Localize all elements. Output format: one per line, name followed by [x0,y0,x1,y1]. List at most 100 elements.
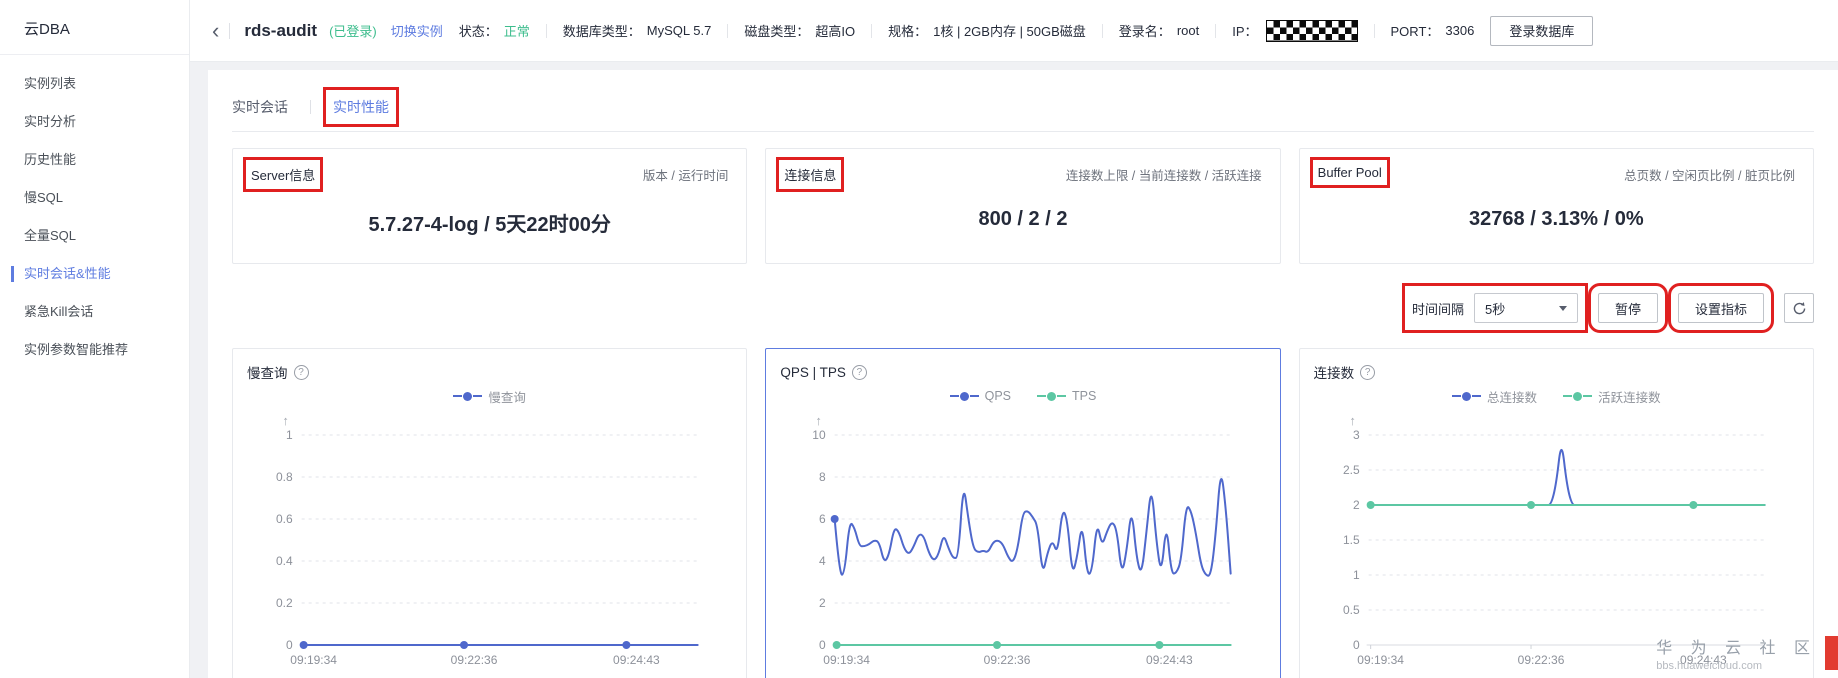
pause-button[interactable]: 暂停 [1587,283,1668,333]
info-card-title: Buffer Pool [1309,157,1390,188]
legend-item-慢查询[interactable]: 慢查询 [453,387,526,406]
chart-card-0[interactable]: 慢查询? 慢查询 ↑ 1 0.8 0.6 0.4 0.2 0 09:19:34 09:22:36 09… [232,348,748,678]
svg-text:09:22:36: 09:22:36 [451,653,498,667]
svg-text:2.5: 2.5 [1343,463,1360,477]
chart-card-2[interactable]: 连接数? 总连接数 活跃连接数 ↑ 3 2.5 2 1.5 1 0.5 0 09:19:34 09:22… [1298,348,1814,678]
refresh-button[interactable] [1784,293,1814,323]
svg-text:0.8: 0.8 [276,470,293,484]
legend-dot [959,391,969,401]
sidebar-item-3[interactable]: 慢SQL [24,190,64,205]
interval-group: 时间间隔 5秒 [1401,283,1588,333]
set-metrics-button[interactable]: 设置指标 [1667,283,1775,333]
legend-item-活跃连接数[interactable]: 活跃连接数 [1563,387,1661,406]
tab-1[interactable]: 实时性能 [323,86,399,127]
separator [1215,23,1217,38]
legend-line [1452,395,1462,397]
interval-value: 5秒 [1484,301,1506,317]
interval-select[interactable]: 5秒 [1473,293,1578,323]
svg-text:09:22:36: 09:22:36 [1517,653,1564,667]
svg-text:09:19:34: 09:19:34 [290,653,337,667]
svg-text:0.6: 0.6 [276,512,293,526]
legend-line [969,395,979,397]
login-status-badge: (已登录) [329,24,377,39]
chart-head: QPS | TPS? [780,363,1265,381]
chart-legend: 慢查询 [247,387,732,405]
main-background: 实时会话 实时性能 Server信息 版本 / 运行时间 5.7.27-4-log /… [190,62,1838,678]
legend-item-总连接数[interactable]: 总连接数 [1452,387,1537,406]
svg-text:4: 4 [819,554,826,568]
header-divider [229,22,231,39]
separator [1101,23,1103,38]
info-card-metric-label: 版本 / 运行时间 [642,169,729,183]
refresh-icon [1793,301,1805,314]
info-card-head: 连接信息 连接数上限 / 当前连接数 / 活跃连接 [776,157,1262,192]
svg-text:0: 0 [819,638,826,652]
info-card-value: 800 / 2 / 2 [978,208,1068,230]
legend-line [1037,395,1047,397]
svg-text:0.4: 0.4 [276,554,293,568]
watermark-logo [1825,636,1838,670]
svg-text:↑: ↑ [816,413,823,428]
info-card-title: Server信息 [242,157,324,192]
status-label: 状态： [458,24,498,39]
sidebar-item-4[interactable]: 全量SQL [24,228,77,243]
svg-text:0: 0 [286,638,293,652]
svg-text:8: 8 [819,470,826,484]
info-card-metric-label: 总页数 / 空闲页比例 / 脏页比例 [1624,169,1795,183]
back-icon[interactable]: ‹ [212,17,220,43]
tab-separator [310,99,311,114]
legend-dot [463,391,473,401]
interval-label: 时间间隔 [1411,301,1464,317]
legend-dot [1047,391,1057,401]
watermark-title: 华 为 云 社 区 [1656,640,1817,657]
port-label: PORT： [1390,24,1440,39]
help-icon[interactable]: ? [1360,364,1376,380]
svg-text:09:24:43: 09:24:43 [1146,653,1193,667]
info-cards-row: Server信息 版本 / 运行时间 5.7.27-4-log / 5天22时00分… [232,148,1814,264]
legend-dot [1462,391,1472,401]
chart-canvas[interactable]: ↑3 2.5 2 1.5 1 0.5 009:19:34 09:22:36 09:24:43 [1314,405,1799,678]
info-card-head: Buffer Pool 总页数 / 空闲页比例 / 脏页比例 [1309,157,1795,188]
sidebar-item-0[interactable]: 实例列表 [24,76,77,91]
legend-label: QPS [984,389,1012,403]
legend-line [949,395,959,397]
sidebar-item-2[interactable]: 历史性能 [24,152,77,167]
info-card-value: 5.7.27-4-log / 5天22时00分 [368,214,611,236]
info-card-2: Buffer Pool 总页数 / 空闲页比例 / 脏页比例 32768 / 3.1… [1298,148,1814,264]
help-icon[interactable]: ? [293,364,309,380]
watermark: 华 为 云 社 区 bbs.huaweicloud.com [1656,634,1838,672]
svg-text:1: 1 [1353,568,1360,582]
svg-text:0.5: 0.5 [1343,603,1360,617]
chart-legend: 总连接数 活跃连接数 [1314,387,1799,405]
svg-text:09:24:43: 09:24:43 [613,653,660,667]
chart-canvas[interactable]: ↑10 8 6 4 2 009:19:34 09:22:36 09:24:43 [780,405,1265,678]
chevron-down-icon [1558,305,1567,311]
svg-text:0.2: 0.2 [276,596,293,610]
sidebar: 云DBA 实例列表 实时分析 历史性能 慢SQL 全量SQL 实时会话&性能 紧急Kill会… [0,0,190,678]
legend-label: 慢查询 [488,390,526,405]
sidebar-item-5[interactable]: 实时会话&性能 [0,255,189,293]
sidebar-item-1[interactable]: 实时分析 [24,114,77,129]
watermark-text: 华 为 云 社 区 bbs.huaweicloud.com [1656,634,1817,672]
login-database-button[interactable]: 登录数据库 [1490,15,1594,46]
switch-instance-link[interactable]: 切换实例 [390,24,443,39]
legend-item-TPS[interactable]: TPS [1037,389,1096,403]
disk-type-value: 超高IO [815,24,856,39]
chart-canvas[interactable]: ↑1 0.8 0.6 0.4 0.2 009:19:34 09:22:36 09:24:43 [247,405,732,678]
ip-label: IP： [1232,24,1258,39]
spec-label: 规格： [888,24,928,39]
legend-dot [1573,391,1583,401]
legend-line [1472,395,1482,397]
sidebar-item-6[interactable]: 紧急Kill会话 [24,304,94,319]
legend-item-QPS[interactable]: QPS [949,389,1012,403]
chart-head: 连接数? [1314,363,1799,381]
help-icon[interactable]: ? [851,364,867,380]
legend-label: TPS [1072,389,1097,403]
watermark-url: bbs.huaweicloud.com [1656,660,1762,672]
disk-type-label: 磁盘类型： [744,24,810,39]
port-value: 3306 [1445,23,1475,38]
tab-0[interactable]: 实时会话 [232,98,288,115]
sidebar-item-7[interactable]: 实例参数智能推荐 [24,342,129,357]
tab-strip: 实时会话 实时性能 [232,70,1814,132]
chart-card-1[interactable]: QPS | TPS? QPS TPS ↑ 10 8 6 4 2 0 09:19:34 09:22:36… [765,348,1281,678]
